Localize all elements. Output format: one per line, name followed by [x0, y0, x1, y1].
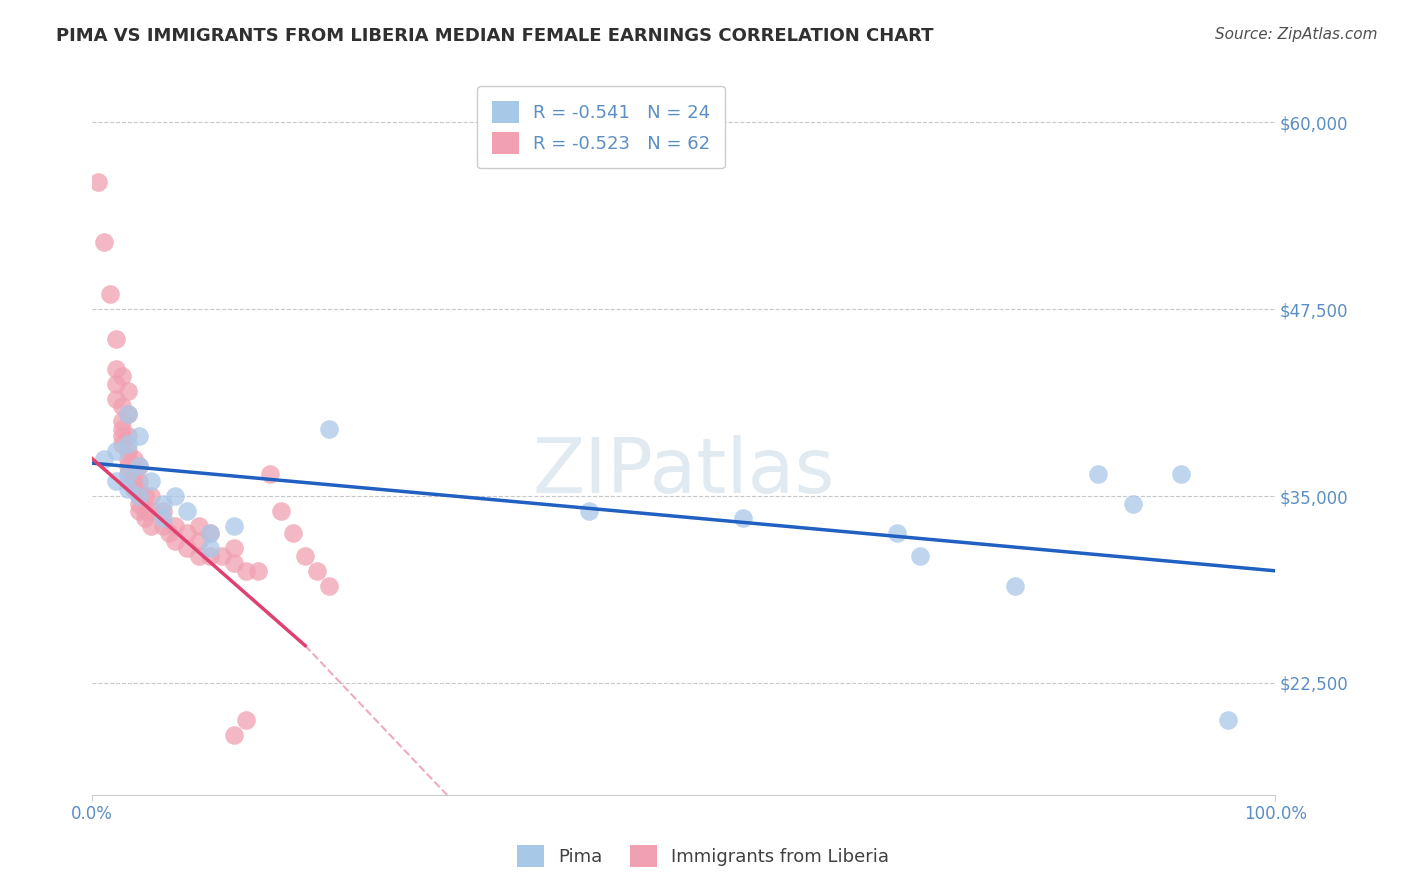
Point [104, 362, 127, 376]
Point [128, 459, 150, 474]
Point [111, 422, 134, 436]
Legend: R = -0.541   N = 24, R = -0.523   N = 62: R = -0.541 N = 24, R = -0.523 N = 62 [477, 87, 724, 169]
Point [93, 451, 115, 466]
Point [152, 511, 174, 525]
Point [87, 175, 110, 189]
Point [128, 474, 150, 488]
Point [578, 504, 600, 518]
Point [187, 533, 209, 548]
Point [886, 526, 908, 541]
Point [235, 564, 257, 578]
Point [1004, 579, 1026, 593]
Point [104, 444, 127, 458]
Point [117, 429, 139, 443]
Point [111, 369, 134, 384]
Point [111, 414, 134, 428]
Point [128, 489, 150, 503]
Point [122, 482, 145, 496]
Point [1170, 467, 1192, 481]
Point [117, 407, 139, 421]
Point [122, 467, 145, 481]
Point [235, 714, 257, 728]
Point [224, 557, 246, 571]
Point [318, 579, 340, 593]
Point [134, 504, 156, 518]
Point [134, 489, 156, 503]
Point [176, 541, 198, 556]
Point [224, 541, 246, 556]
Point [187, 519, 209, 533]
Point [224, 728, 246, 742]
Text: ZIPatlas: ZIPatlas [533, 435, 835, 509]
Point [305, 564, 328, 578]
Point [104, 332, 127, 346]
Point [152, 496, 174, 510]
Point [224, 519, 246, 533]
Point [122, 474, 145, 488]
Point [134, 511, 156, 525]
Point [141, 519, 163, 533]
Point [104, 392, 127, 406]
Legend: Pima, Immigrants from Liberia: Pima, Immigrants from Liberia [509, 838, 897, 874]
Point [93, 235, 115, 249]
Point [122, 451, 145, 466]
Point [176, 526, 198, 541]
Point [117, 459, 139, 474]
Point [117, 384, 139, 399]
Point [117, 474, 139, 488]
Point [141, 489, 163, 503]
Point [259, 467, 281, 481]
Point [128, 459, 150, 474]
Point [117, 407, 139, 421]
Point [187, 549, 209, 563]
Point [152, 519, 174, 533]
Point [128, 482, 150, 496]
Point [128, 504, 150, 518]
Point [128, 496, 150, 510]
Point [117, 444, 139, 458]
Point [117, 482, 139, 496]
Point [117, 467, 139, 481]
Point [128, 489, 150, 503]
Point [141, 504, 163, 518]
Point [111, 400, 134, 414]
Point [910, 549, 932, 563]
Point [128, 429, 150, 443]
Point [111, 436, 134, 450]
Text: Source: ZipAtlas.com: Source: ZipAtlas.com [1215, 27, 1378, 42]
Point [318, 422, 340, 436]
Point [117, 467, 139, 481]
Point [294, 549, 316, 563]
Point [104, 474, 127, 488]
Point [283, 526, 305, 541]
Point [163, 489, 186, 503]
Point [117, 436, 139, 450]
Point [200, 526, 222, 541]
Point [1122, 496, 1144, 510]
Point [211, 549, 233, 563]
Point [111, 429, 134, 443]
Point [98, 287, 121, 301]
Point [163, 519, 186, 533]
Point [157, 526, 180, 541]
Point [200, 541, 222, 556]
Text: PIMA VS IMMIGRANTS FROM LIBERIA MEDIAN FEMALE EARNINGS CORRELATION CHART: PIMA VS IMMIGRANTS FROM LIBERIA MEDIAN F… [56, 27, 934, 45]
Point [1216, 714, 1239, 728]
Point [731, 511, 754, 525]
Point [152, 504, 174, 518]
Point [117, 451, 139, 466]
Point [104, 376, 127, 391]
Point [270, 504, 292, 518]
Point [200, 549, 222, 563]
Point [200, 526, 222, 541]
Point [141, 474, 163, 488]
Point [163, 533, 186, 548]
Point [176, 504, 198, 518]
Point [1087, 467, 1109, 481]
Point [246, 564, 269, 578]
